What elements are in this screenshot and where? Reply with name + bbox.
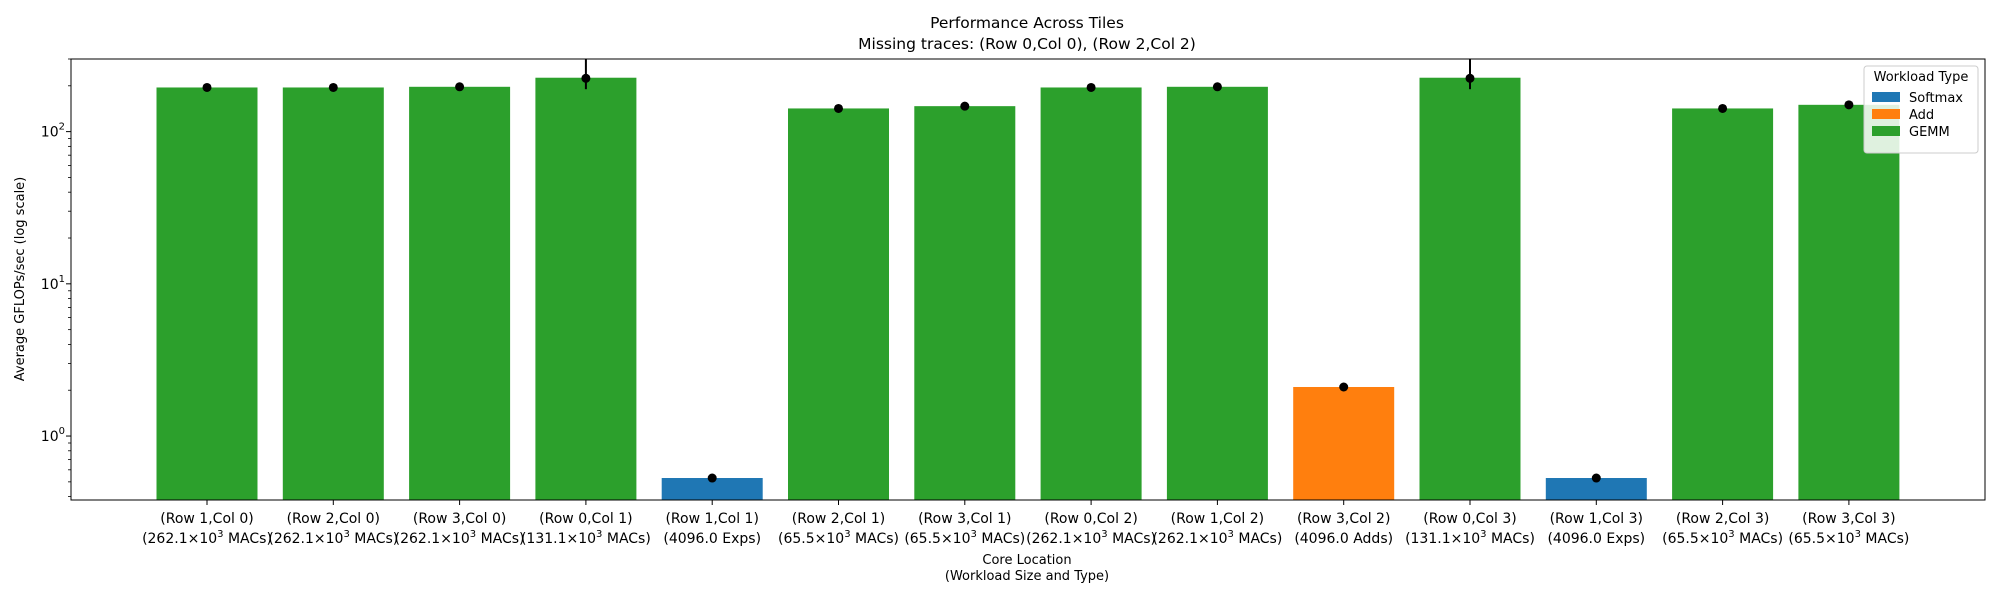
bar xyxy=(282,87,384,501)
mean-point xyxy=(202,82,212,92)
x-tick-label-workload: (262.1×103 MACs) xyxy=(142,529,272,547)
x-tick-label-workload: (131.1×103 MACs) xyxy=(521,529,651,547)
x-tick-label: (Row 3,Col 0) xyxy=(413,511,506,527)
y-tick-label: 101 xyxy=(41,274,65,293)
mean-point xyxy=(581,73,591,83)
legend-label: Softmax xyxy=(1909,91,1963,106)
x-tick-label-workload: (4096.0 Exps) xyxy=(1547,531,1645,547)
x-axis-label-sub: (Workload Size and Type) xyxy=(945,569,1109,584)
legend-label: Add xyxy=(1909,108,1934,123)
x-axis: (Row 1,Col 0) (262.1×103 MACs) (Row 2,Col … xyxy=(142,500,1909,547)
x-tick-label-workload: (262.1×103 MACs) xyxy=(1152,529,1282,547)
mean-point xyxy=(328,82,338,92)
x-axis-label: Core Location xyxy=(982,553,1071,568)
x-tick-label: (Row 2,Col 0) xyxy=(287,511,380,527)
mean-point xyxy=(960,101,970,111)
mean-point xyxy=(455,82,465,92)
bar xyxy=(1166,86,1268,500)
legend-swatch xyxy=(1872,109,1900,119)
x-tick-label-workload: (4096.0 Exps) xyxy=(663,531,761,547)
legend-label: GEMM xyxy=(1909,125,1950,140)
mean-point xyxy=(1844,100,1854,110)
bar xyxy=(1293,386,1395,500)
legend: Workload Type Softmax Add GEMM xyxy=(1863,65,1979,154)
bar xyxy=(914,106,1016,501)
bar xyxy=(409,86,511,500)
x-tick-label: (Row 0,Col 2) xyxy=(1044,511,1137,527)
mean-point xyxy=(1591,473,1601,483)
x-tick-label: (Row 0,Col 3) xyxy=(1423,511,1516,527)
x-tick-label-workload: (65.5×103 MACs) xyxy=(904,529,1025,547)
y-tick-label: 102 xyxy=(41,122,65,141)
mean-point xyxy=(1212,82,1222,92)
plot-frame xyxy=(70,58,1986,501)
mean-point xyxy=(1086,82,1096,92)
bar xyxy=(1545,478,1647,500)
bar xyxy=(661,478,763,500)
x-tick-label-workload: (131.1×103 MACs) xyxy=(1405,529,1535,547)
y-tick-label: 100 xyxy=(41,426,65,445)
legend-title: Workload Type xyxy=(1874,70,1969,85)
x-tick-label: (Row 2,Col 1) xyxy=(792,511,885,527)
mean-point xyxy=(1339,382,1349,392)
x-tick-label: (Row 1,Col 2) xyxy=(1171,511,1264,527)
x-tick-label: (Row 3,Col 1) xyxy=(918,511,1011,527)
x-tick-label: (Row 0,Col 1) xyxy=(539,511,632,527)
bar xyxy=(788,108,889,501)
bar xyxy=(1040,87,1142,501)
x-tick-label-workload: (4096.0 Adds) xyxy=(1294,531,1393,547)
x-tick-label-workload: (65.5×103 MACs) xyxy=(1788,529,1909,547)
x-tick-label: (Row 2,Col 3) xyxy=(1676,511,1769,527)
x-tick-label: (Row 1,Col 1) xyxy=(665,511,758,527)
x-tick-label-workload: (262.1×103 MACs) xyxy=(1026,529,1156,547)
bar xyxy=(156,87,258,501)
x-tick-label: (Row 3,Col 2) xyxy=(1297,511,1390,527)
markers-layer xyxy=(202,59,1854,483)
x-tick-label-workload: (65.5×103 MACs) xyxy=(778,529,899,547)
bar xyxy=(535,77,637,500)
x-tick-label: (Row 1,Col 3) xyxy=(1550,511,1643,527)
x-tick-label-workload: (262.1×103 MACs) xyxy=(268,529,398,547)
x-tick-label: (Row 3,Col 3) xyxy=(1802,511,1895,527)
bars-layer xyxy=(156,77,1900,501)
chart-subtitle: Missing traces: (Row 0,Col 0), (Row 2,Co… xyxy=(858,35,1196,53)
legend-swatch xyxy=(1872,92,1900,102)
bar xyxy=(1798,104,1900,500)
mean-point xyxy=(707,473,717,483)
x-tick-label-workload: (65.5×103 MACs) xyxy=(1662,529,1783,547)
legend-swatch xyxy=(1872,126,1900,136)
mean-point xyxy=(1718,103,1728,113)
mean-point xyxy=(834,103,843,113)
chart-title: Performance Across Tiles xyxy=(930,14,1124,32)
x-tick-label: (Row 1,Col 0) xyxy=(160,511,253,527)
legend-items: Softmax Add GEMM xyxy=(1872,91,1963,140)
y-axis: 100 101 102 xyxy=(41,58,71,498)
bar xyxy=(1672,108,1774,501)
x-tick-label-workload: (262.1×103 MACs) xyxy=(395,529,525,547)
bar xyxy=(1419,77,1521,500)
mean-point xyxy=(1465,73,1475,83)
y-axis-label: Average GFLOPs/sec (log scale) xyxy=(13,177,28,381)
